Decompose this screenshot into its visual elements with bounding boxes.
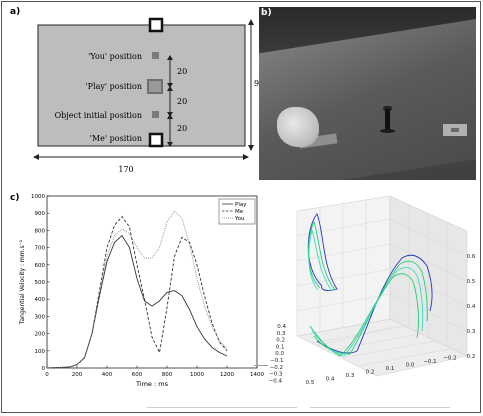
caption-rule-right (310, 407, 450, 408)
velocity-y-tick-label: 1000 (31, 194, 45, 200)
velocity-series-you (46, 210, 228, 369)
legend-label-me: Me (235, 209, 244, 215)
trajectory-y-tick-label: 0.3 (277, 331, 286, 337)
trajectory-z-tick-label: 0.5 (467, 279, 476, 285)
trajectory-x-tick-label: −0.1 (423, 359, 436, 365)
back-pane-right (389, 195, 468, 357)
panel-b-label: b) (261, 8, 272, 18)
spacing-label-2: 20 (177, 97, 187, 106)
object-image (385, 109, 390, 131)
velocity-y-tick-label: 200 (35, 332, 46, 338)
trajectory-y-tick-label: −0.3 (269, 372, 283, 378)
trajectory-blue-2 (316, 254, 433, 354)
trajectory-y-tick-label: −0.2 (270, 365, 283, 371)
velocity-y-tick-label: 100 (35, 349, 46, 355)
trajectory-y-tick-label: −0.4 (269, 378, 283, 384)
trajectory-z-tick-label: 0.4 (467, 304, 476, 310)
trajectory-y-tick-label: 0.0 (275, 351, 284, 357)
legend-label-play: Play (235, 202, 247, 208)
hand-image (277, 107, 319, 147)
trajectory-z-tick-label: 0.3 (467, 329, 476, 335)
trajectory-green-4 (311, 267, 424, 357)
velocity-y-tick-label: 0 (42, 366, 46, 372)
trajectory-y-tick-label: 0.1 (276, 344, 285, 350)
velocity-x-axis-label: Time : ms (135, 380, 169, 388)
velocity-y-axis-label: Tangential Velocity : mm.s⁻¹ (19, 239, 26, 325)
velocity-y-tick-label: 800 (35, 228, 46, 234)
velocity-legend: Play Me You (218, 198, 256, 225)
trajectory-x-tick-label: 0.4 (326, 377, 335, 383)
trajectory-x-tick-label: 0.5 (306, 380, 315, 386)
trajectory-x-tick-label: 0.0 (406, 363, 415, 369)
trajectory-x-tick-label: 0.1 (386, 366, 395, 372)
velocity-x-tick-label: 1000 (190, 372, 204, 378)
legend-label-you: You (234, 216, 244, 222)
trajectory-z-tick-label: 0.2 (467, 354, 476, 360)
velocity-series-me (46, 215, 228, 369)
velocity-x-tick-label: 1400 (250, 372, 264, 378)
table-rectangle (37, 24, 246, 147)
width-label: 170 (118, 165, 133, 174)
velocity-legend-box (218, 198, 256, 225)
trajectory-3d-plot: 0.50.40.30.20.10.0−0.1−0.2 0.40.30.20.10… (269, 195, 476, 386)
top-marker (148, 17, 164, 33)
velocity-x-tick-label: 600 (132, 372, 143, 378)
trajectory-x-tick-label: 0.3 (346, 373, 355, 379)
velocity-y-tick-label: 500 (35, 280, 46, 286)
velocity-x-tick-label: 1200 (220, 372, 234, 378)
spacing-label-1: 20 (177, 67, 187, 76)
velocity-y-tick-label: 900 (35, 211, 46, 217)
velocity-x-tick-label: 400 (102, 372, 113, 378)
trajectory-y-tick-label: −0.1 (270, 358, 283, 364)
velocity-y-tick-label: 400 (35, 297, 46, 303)
trajectory-curves (307, 213, 433, 357)
trajectory-x-tick-label: −0.2 (443, 356, 456, 362)
velocity-x-tick-label: 800 (162, 372, 173, 378)
axis-stub (254, 365, 268, 366)
velocity-y-tick-label: 300 (35, 314, 46, 320)
panel-a-label: a) (10, 7, 21, 17)
velocity-series-play (46, 234, 228, 369)
trajectory-y-tick-label: 0.2 (276, 338, 285, 344)
trajectory-z-tick-label: 0.6 (467, 254, 476, 260)
trajectory-x-tick-label: 0.2 (366, 370, 375, 376)
object-marker (152, 111, 159, 118)
velocity-y-tick-label: 700 (35, 246, 46, 252)
me-marker (148, 132, 164, 148)
panel-c-label: c) (10, 193, 20, 203)
spacing-label-3: 20 (177, 124, 187, 133)
velocity-y-tick-label: 600 (35, 263, 46, 269)
object-position-label: Object initial position (55, 111, 142, 120)
velocity-x-tick-label: 0 (45, 372, 49, 378)
you-position-label: 'You' position (88, 52, 142, 61)
caption-rule-left (147, 407, 297, 408)
trajectory-green-5 (309, 273, 419, 357)
me-position-label: 'Me' position (90, 134, 142, 143)
trajectory-green-3 (313, 260, 428, 355)
velocity-chart: 0 100 200 300 400 500 600 700 800 900 1000 0 200 400… (19, 194, 264, 388)
trajectory-green-1 (307, 220, 336, 291)
velocity-x-tick-label: 200 (72, 372, 83, 378)
you-marker (152, 52, 159, 59)
trajectory-y-tick-label: 0.4 (277, 324, 286, 330)
play-position-label: 'Play' position (85, 82, 142, 91)
experiment-photo (259, 7, 476, 180)
trajectory-green-2 (308, 228, 333, 292)
play-marker (147, 79, 163, 94)
